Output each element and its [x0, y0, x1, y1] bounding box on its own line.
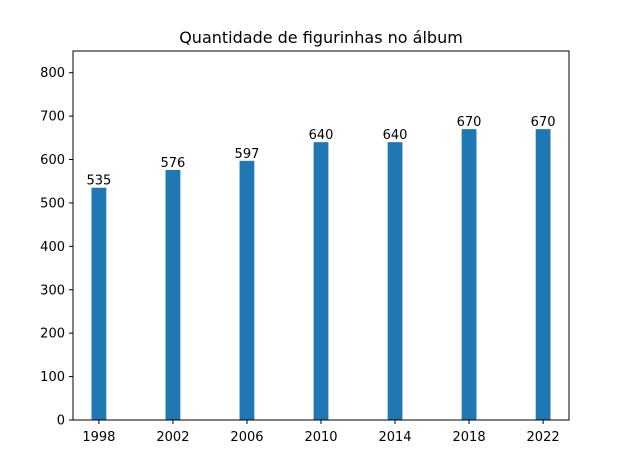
y-tick-label: 800 [40, 66, 65, 81]
bar-value-label: 576 [161, 156, 186, 171]
y-axis: 0 100 200 300 400 500 600 700 800 [40, 66, 73, 429]
bar-labels: 535 576 597 640 640 670 670 [86, 115, 555, 189]
bar-value-label: 640 [309, 128, 334, 143]
plot-frame [72, 50, 570, 421]
x-tick-label: 2018 [453, 430, 486, 445]
y-tick-label: 700 [40, 110, 65, 125]
y-tick-label: 600 [40, 153, 65, 168]
y-tick-label: 400 [40, 240, 65, 255]
y-tick-label: 300 [40, 283, 65, 298]
bars [91, 129, 551, 420]
bar-value-label: 597 [235, 147, 260, 162]
x-tick-label: 2010 [304, 430, 337, 445]
bar [239, 160, 255, 420]
y-tick-label: 100 [40, 370, 65, 385]
y-tick-label: 500 [40, 196, 65, 211]
bar-value-label: 535 [86, 174, 111, 189]
x-tick-label: 2014 [378, 430, 411, 445]
x-axis: 1998 2002 2006 2010 2014 2018 2022 [82, 420, 560, 445]
bar [387, 142, 403, 420]
chart-title: Quantidade de figurinhas no álbum [179, 28, 463, 47]
bar [313, 142, 329, 420]
x-tick-label: 2022 [527, 430, 560, 445]
y-tick-label: 200 [40, 327, 65, 342]
bar-value-label: 670 [531, 115, 556, 130]
bar [461, 129, 477, 420]
bar [91, 187, 107, 420]
bar-value-label: 640 [383, 128, 408, 143]
x-tick-label: 2002 [156, 430, 189, 445]
x-tick-label: 2006 [230, 430, 263, 445]
x-tick-label: 1998 [82, 430, 115, 445]
bar [165, 169, 181, 420]
y-tick-label: 0 [57, 414, 65, 429]
bar-value-label: 670 [457, 115, 482, 130]
bar [535, 129, 551, 420]
